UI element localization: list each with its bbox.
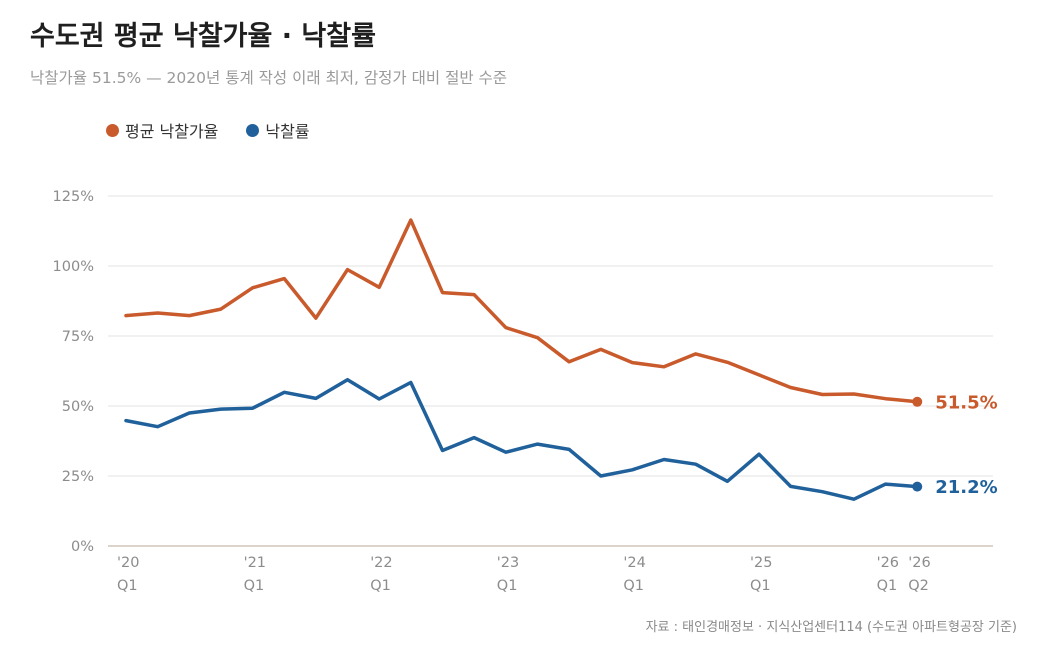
x-tick-label-quarter: Q1 [623,578,644,594]
x-tick-label-year: '26 [908,555,930,571]
y-tick-label: 50% [62,399,94,415]
series-end-label-2: 21.2% [935,477,997,498]
x-tick-label-year: '21 [244,555,266,571]
legend-item-series1: 평균 낙찰가율 [106,118,218,142]
x-tick-label-quarter: Q1 [497,578,518,594]
legend-label-series2: 낙찰률 [265,122,310,141]
x-tick-label-year: '22 [370,555,392,571]
y-tick-label: 25% [62,469,94,485]
y-tick-label: 125% [53,189,94,205]
legend-label-series1: 평균 낙찰가율 [125,122,219,141]
x-tick-label-quarter: Q1 [244,578,265,594]
x-tick-label-quarter: Q2 [908,578,929,594]
series-line-2 [124,377,920,501]
chart-subtitle: 낙찰가율 51.5% — 2020년 통계 작성 이래 최저, 감정가 대비 절… [30,69,508,87]
x-tick-label-quarter: Q1 [877,578,898,594]
x-tick-label-quarter: Q1 [370,578,391,594]
x-tick-label-year: '20 [117,555,139,571]
series-end-marker-2 [912,481,923,492]
y-tick-label: 0% [71,539,94,555]
series-line-1 [124,218,920,404]
x-tick-label-quarter: Q1 [117,578,138,594]
x-tick-label-quarter: Q1 [750,578,771,594]
y-tick-label: 75% [62,329,94,345]
x-tick-label-year: '26 [877,555,899,571]
chart-title: 수도권 평균 낙찰가율 · 낙찰률 [30,21,376,52]
legend: 평균 낙찰가율 낙찰률 [106,118,338,142]
source-note: 자료 : 태인경매정보 · 지식산업센터114 (수도권 아파트형공장 기준) [645,620,1017,635]
x-tick-label-year: '24 [623,555,645,571]
legend-item-series2: 낙찰률 [246,118,310,142]
series-end-marker-1 [912,396,923,407]
legend-dot-series1 [106,123,119,137]
x-tick-label-year: '25 [750,555,772,571]
x-tick-label-year: '23 [497,555,519,571]
legend-dot-series2 [246,123,260,137]
y-tick-label: 100% [53,259,94,275]
series-end-label-1: 51.5% [935,392,997,413]
